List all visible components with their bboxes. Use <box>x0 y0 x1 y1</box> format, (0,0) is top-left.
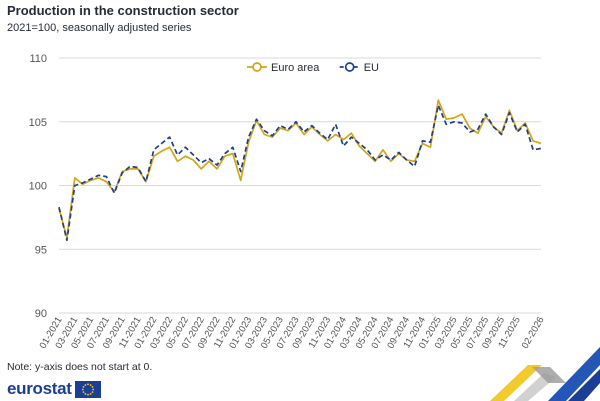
flag-star <box>82 390 85 393</box>
flag-star <box>89 383 92 386</box>
legend-marker <box>252 62 262 72</box>
flag-star <box>91 390 94 393</box>
y-tick-label: 105 <box>29 117 47 129</box>
chart-title: Production in the construction sector <box>7 3 239 18</box>
eurostat-corner-graphic <box>490 347 600 401</box>
line-chart: 909510010511001-202103-202105-202107-202… <box>29 53 547 351</box>
legend-label: Euro area <box>271 62 320 74</box>
flag-star <box>81 388 84 390</box>
flag-star <box>86 382 89 385</box>
y-tick-label: 110 <box>29 53 47 65</box>
flag-star <box>84 383 86 386</box>
y-tick-label: 90 <box>35 308 47 320</box>
flag-star <box>91 385 94 388</box>
logo-text: eurostat <box>7 379 72 398</box>
chart-subtitle: 2021=100, seasonally adjusted series <box>7 22 192 34</box>
legend-label: EU <box>364 62 379 74</box>
series-line-eu <box>58 104 542 242</box>
y-tick-label: 95 <box>35 244 47 256</box>
series-line-euro-area <box>58 99 542 239</box>
flag-star <box>84 392 86 395</box>
y-tick-label: 100 <box>29 181 47 193</box>
flag-star <box>91 388 94 390</box>
flag-star <box>82 385 85 388</box>
eu-flag-icon <box>74 380 101 398</box>
legend-marker <box>344 62 355 72</box>
flag-star <box>86 393 89 396</box>
flag-star <box>89 392 92 395</box>
axis-note: Note: y-axis does not start at 0. <box>7 361 153 373</box>
eurostat-logo: eurostat <box>7 379 101 399</box>
